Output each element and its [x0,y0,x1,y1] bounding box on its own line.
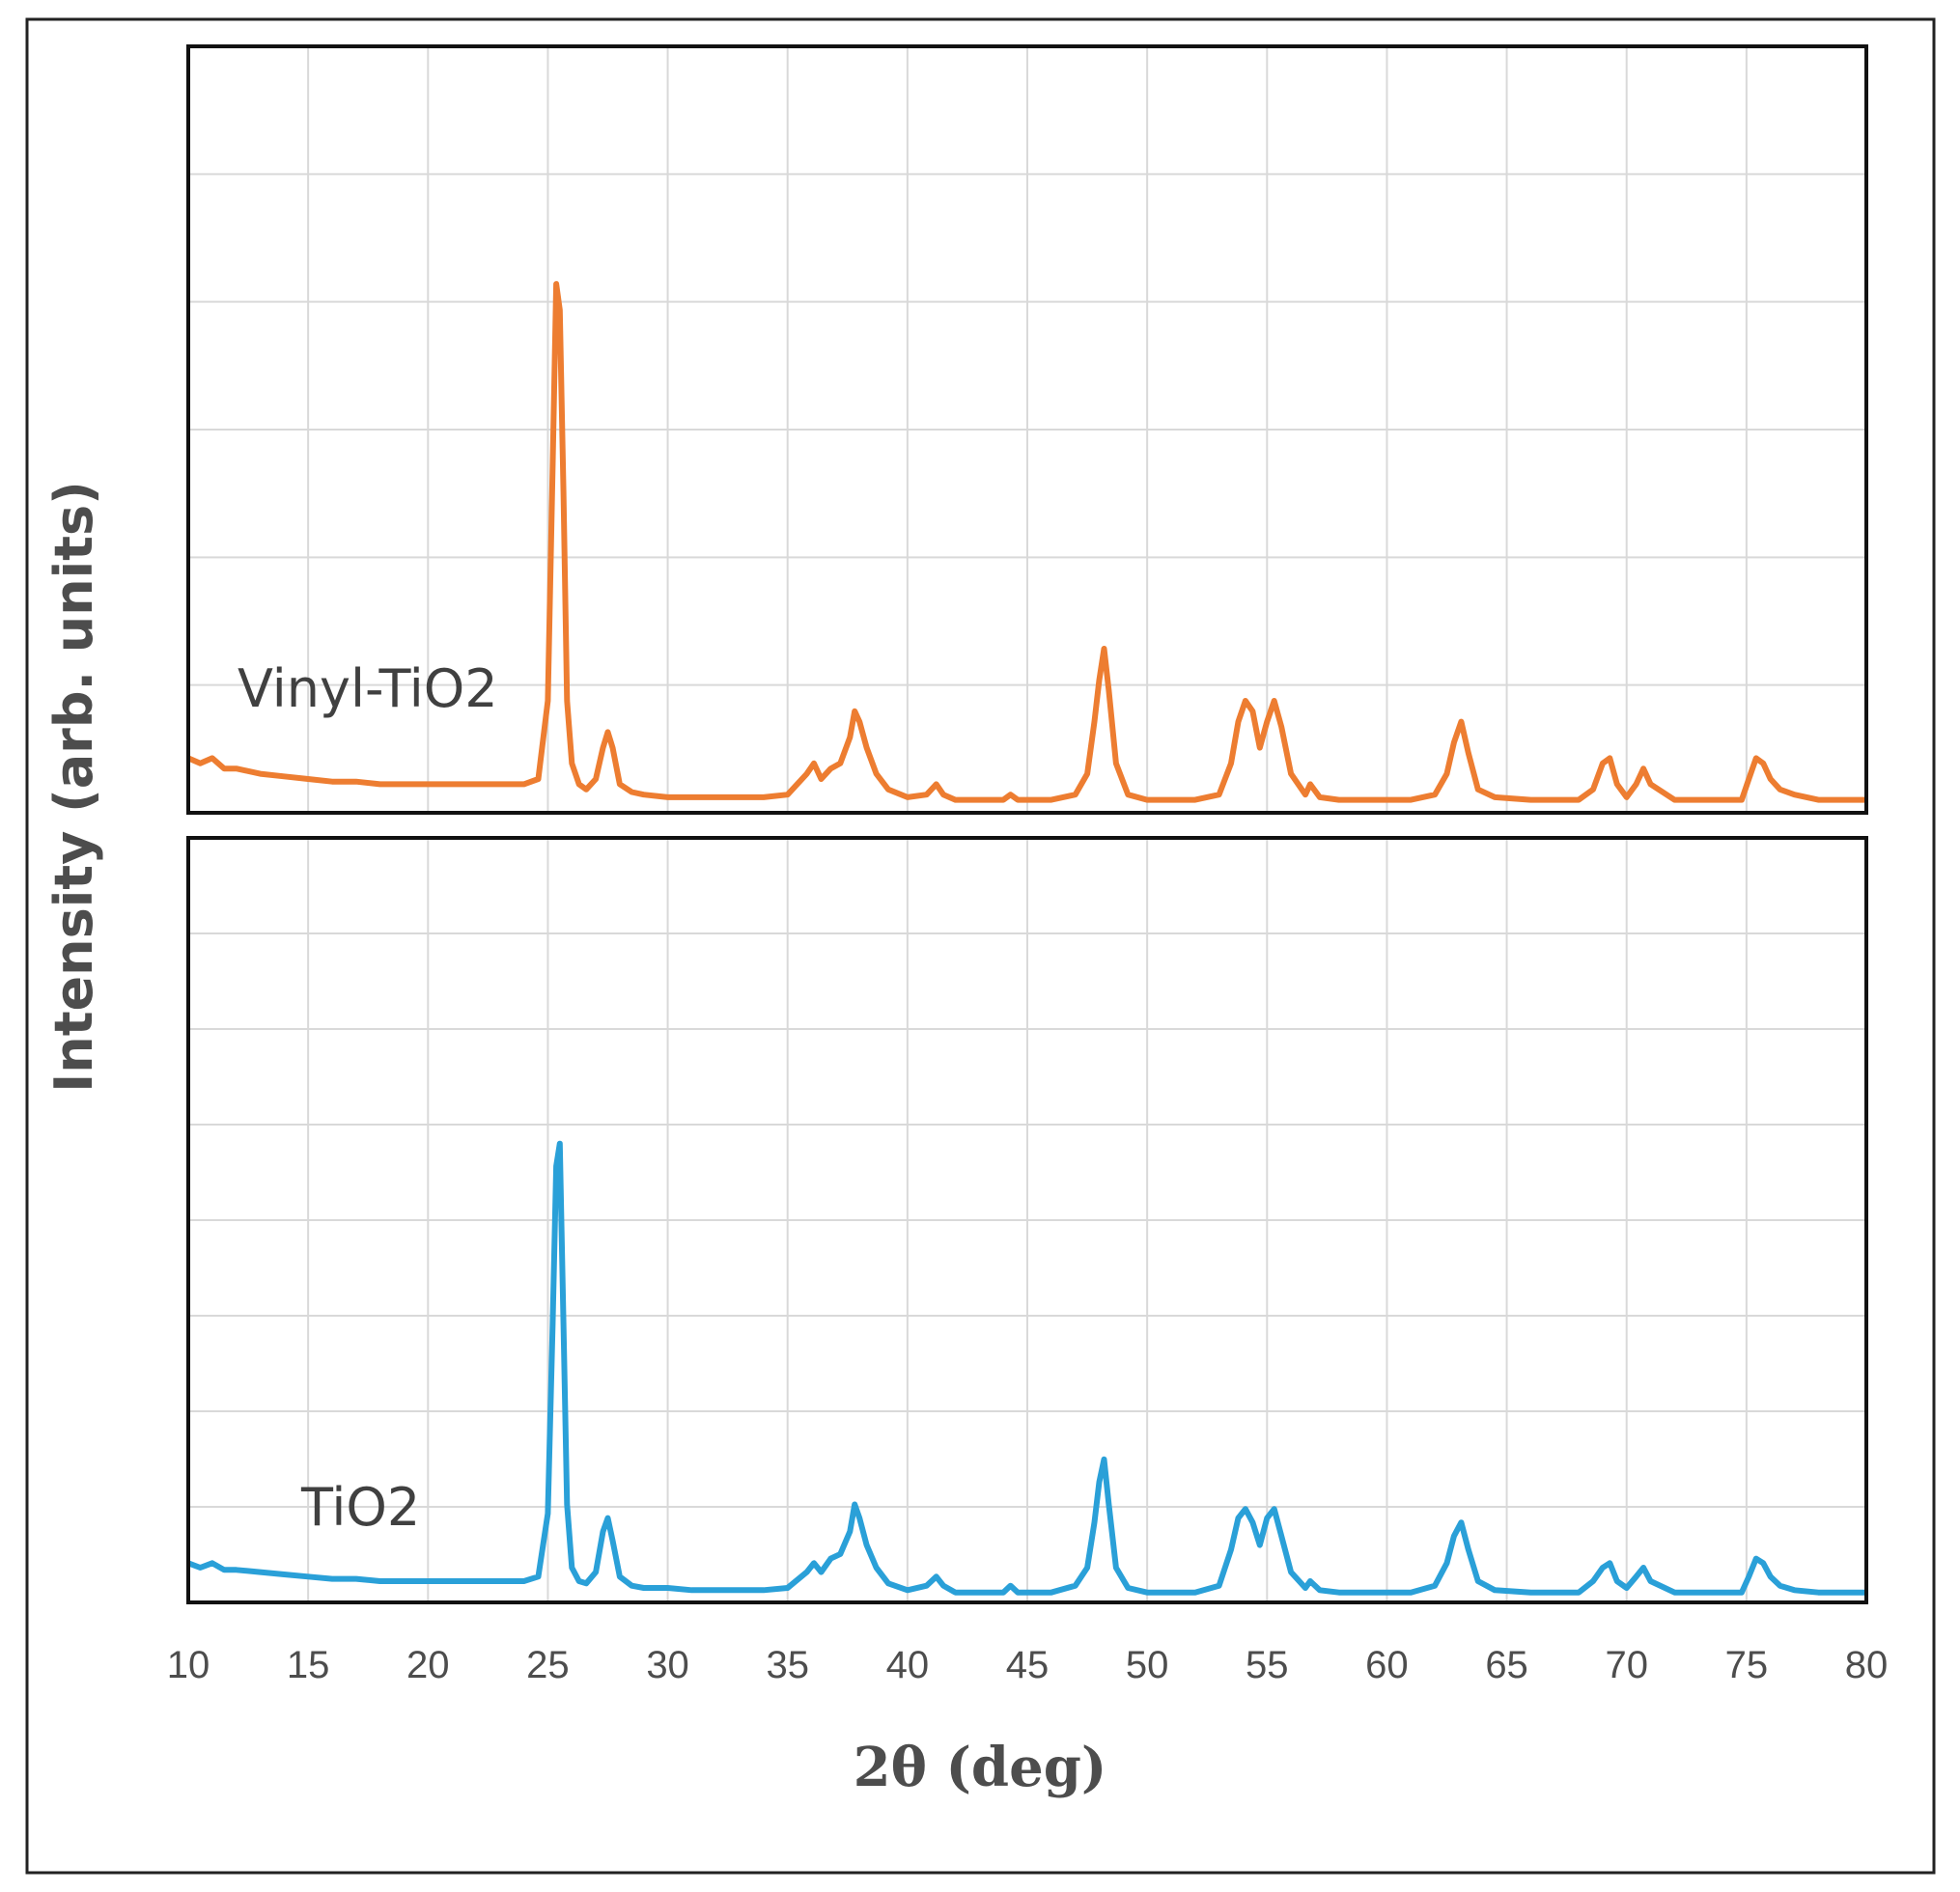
x-tick-label: 55 [1246,1644,1289,1686]
x-tick-label: 45 [1006,1644,1050,1686]
y-axis-label: Intensity (arb. units) [43,481,104,1093]
x-tick-label: 30 [646,1644,689,1686]
x-tick-label: 50 [1126,1644,1169,1686]
panel-vinyl-tio2-frame [186,44,1868,815]
series-label-vinyl-tio2: Vinyl-TiO2 [238,658,498,719]
x-tick-label: 15 [287,1644,330,1686]
x-axis-label: 2θ (deg) [854,1736,1107,1799]
series-label-tio2: TiO2 [300,1477,420,1538]
x-tick-label: 20 [406,1644,450,1686]
tio2-curve [186,1140,1866,1596]
x-tick-label: 60 [1365,1644,1409,1686]
x-tick-label: 65 [1485,1644,1528,1686]
x-tick-labels: 10 15 20 25 30 35 40 45 50 55 60 65 70 75 80 [167,1644,1889,1686]
x-tick-label: 35 [766,1644,809,1686]
panel-tio2: TiO2 [186,836,1868,1604]
x-tick-label: 25 [526,1644,570,1686]
panel-tio2-grid [188,838,1866,1602]
x-tick-label: 80 [1845,1644,1889,1686]
x-tick-label: 70 [1605,1644,1648,1686]
panel-vinyl-tio2: Vinyl-TiO2 [186,44,1868,815]
panel-vinyl-tio2-grid [188,46,1866,813]
x-tick-label: 40 [886,1644,930,1686]
x-tick-label: 10 [167,1644,210,1686]
x-tick-label: 75 [1725,1644,1769,1686]
vinyl-tio2-curve [186,281,1866,803]
panel-tio2-frame [186,836,1868,1604]
outer-border [25,17,1936,1875]
